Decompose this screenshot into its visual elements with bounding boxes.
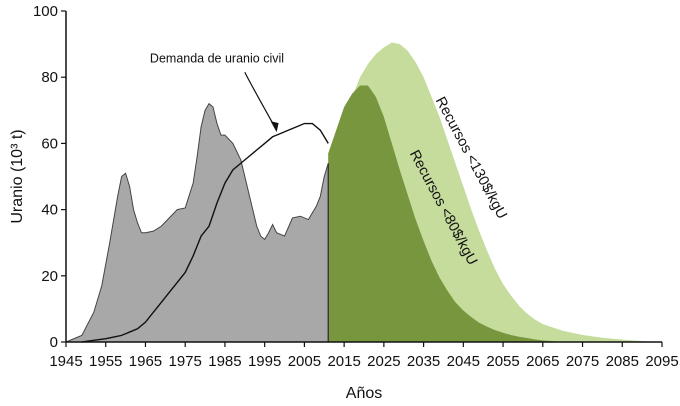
y-tick-label: 40 [41, 202, 58, 219]
x-tick-label: 1955 [89, 353, 122, 370]
x-tick-label: 2075 [566, 353, 599, 370]
x-tick-label: 1975 [169, 353, 202, 370]
x-tick-label: 1985 [208, 353, 241, 370]
y-tick-label: 20 [41, 268, 58, 285]
x-tick-label: 2065 [526, 353, 559, 370]
y-tick-label: 0 [50, 334, 58, 351]
line-series-group [81, 122, 329, 343]
x-tick-label: 1945 [49, 353, 82, 370]
demanda-annotation-arrowhead [270, 121, 279, 133]
area-series-group [65, 42, 659, 343]
y-tick-labels: 0 20 40 60 80 100 [33, 3, 58, 351]
x-tick-label: 2055 [486, 353, 519, 370]
x-tick-labels: 1945 1955 1965 1975 1985 1995 2005 2015 2025 2035… [49, 353, 678, 370]
x-tick-label: 2015 [327, 353, 360, 370]
annotation-group: Demanda de uranio civil [150, 51, 284, 133]
y-tick-label: 100 [33, 3, 58, 20]
x-tick-label: 2085 [606, 353, 639, 370]
x-tick-label: 2005 [288, 353, 321, 370]
x-tick-label: 2035 [407, 353, 440, 370]
y-tick-label: 60 [41, 135, 58, 152]
y-axis-title: Uranio (10³ t) [9, 129, 26, 223]
x-tick-label: 2095 [645, 353, 678, 370]
x-tick-label: 1965 [129, 353, 162, 370]
x-tick-label: 2025 [367, 353, 400, 370]
demanda-annotation-label: Demanda de uranio civil [150, 51, 284, 65]
line-demanda-de-uranio-civil [81, 122, 329, 343]
x-axis-title: Años [346, 385, 382, 402]
y-tick-label: 80 [41, 69, 58, 86]
x-tick-label: 1995 [248, 353, 281, 370]
axes-group [61, 10, 663, 347]
area-recursos-80-kgu [328, 85, 563, 342]
area-producci-n [65, 102, 329, 343]
x-tick-label: 2045 [447, 353, 480, 370]
